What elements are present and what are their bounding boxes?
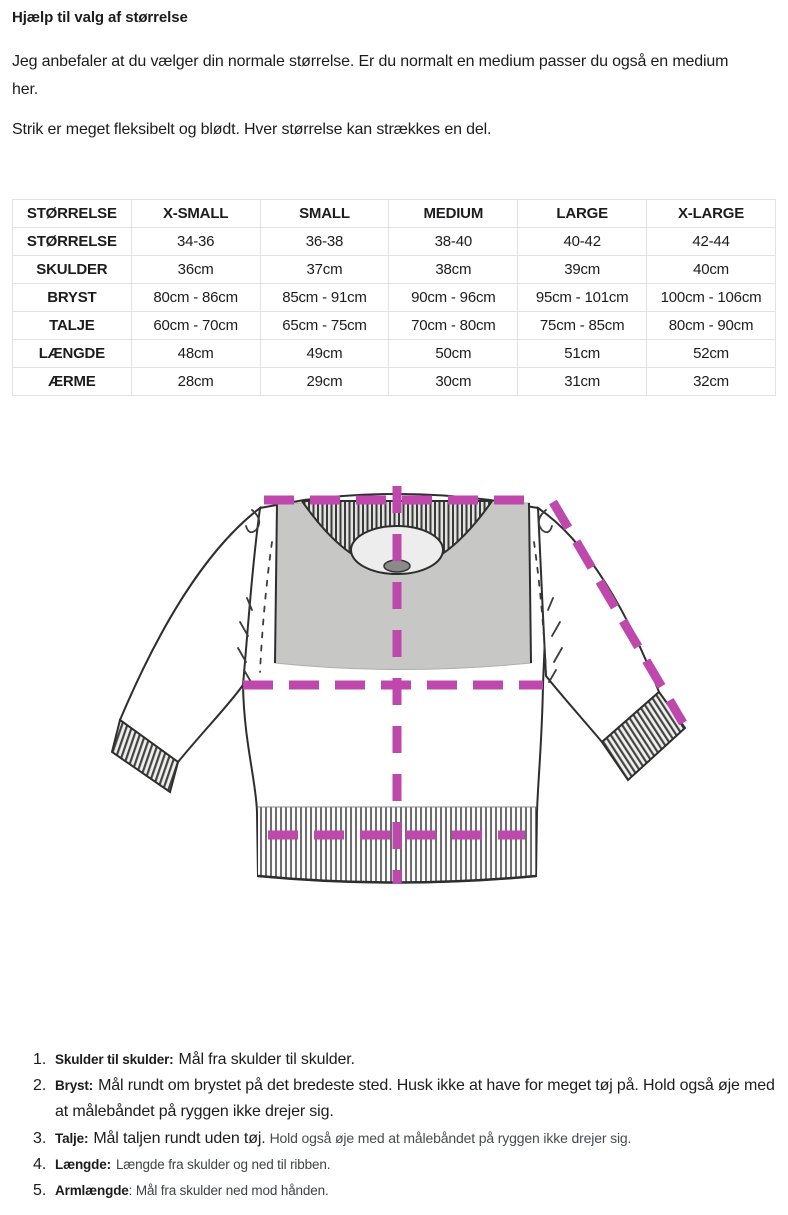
list-number: 2.: [33, 1077, 47, 1094]
table-cell: 80cm - 86cm: [130, 283, 261, 312]
instruction-label: Armlængde: [55, 1183, 129, 1198]
table-cell: 37cm: [259, 255, 390, 284]
table-cell: 95cm - 101cm: [517, 283, 648, 312]
left-cuff-ribbing: [110, 718, 180, 794]
table-cell: 40-42: [517, 227, 648, 256]
sweater-sketch: [110, 486, 687, 884]
table-cell: 85cm - 91cm: [259, 283, 390, 312]
table-cell: 50cm: [388, 339, 519, 368]
row-label: BRYST: [12, 283, 132, 312]
sweater-measurement-diagram: [110, 480, 690, 890]
table-cell: 36cm: [130, 255, 261, 284]
column-header: LARGE: [517, 199, 648, 228]
table-row: STØRRELSE 34-36 36-38 38-40 40-42 42-44: [12, 227, 776, 256]
table-cell: 48cm: [130, 339, 261, 368]
instruction-label: Talje:: [55, 1131, 89, 1146]
column-header: SMALL: [259, 199, 390, 228]
list-item: 4. Længde: Længde fra skulder og ned til …: [33, 1152, 776, 1178]
row-label: STØRRELSE: [12, 227, 132, 256]
size-table: STØRRELSE X-SMALL SMALL MEDIUM LARGE X-L…: [12, 199, 776, 396]
instruction-text: Mål taljen rundt uden tøj.: [93, 1130, 266, 1147]
table-row: LÆNGDE 48cm 49cm 50cm 51cm 52cm: [12, 339, 776, 368]
list-item: 5. Armlængde: Mål fra skulder ned mod hå…: [33, 1178, 776, 1204]
table-cell: 60cm - 70cm: [130, 311, 261, 340]
table-cell: 100cm - 106cm: [646, 283, 776, 312]
table-cell: 28cm: [130, 367, 261, 396]
instruction-text: Mål rundt om brystet på det bredeste ste…: [55, 1077, 775, 1120]
instruction-text: Længde fra skulder og ned til ribben.: [115, 1157, 331, 1172]
table-cell: 80cm - 90cm: [646, 311, 776, 340]
instruction-text: Mål fra skulder til skulder.: [178, 1051, 355, 1068]
list-number: 1.: [33, 1051, 47, 1068]
sleeve-measure-line: [549, 499, 687, 726]
list-number: 3.: [33, 1130, 47, 1147]
list-number: 5.: [33, 1182, 47, 1199]
neck-opening-shadow: [383, 559, 411, 573]
instruction-label: Skulder til skulder:: [55, 1052, 174, 1067]
column-header: STØRRELSE: [12, 199, 132, 228]
table-cell: 34-36: [130, 227, 261, 256]
instruction-label: Længde:: [55, 1157, 111, 1172]
measurement-lines: [243, 486, 687, 884]
table-row: SKULDER 36cm 37cm 38cm 39cm 40cm: [12, 255, 776, 284]
table-row: BRYST 80cm - 86cm 85cm - 91cm 90cm - 96c…: [12, 283, 776, 312]
table-row: ÆRME 28cm 29cm 30cm 31cm 32cm: [12, 367, 776, 396]
intro-paragraph-1: Jeg anbefaler at du vælger din normale s…: [12, 53, 729, 98]
table-cell: 30cm: [388, 367, 519, 396]
table-cell: 42-44: [646, 227, 776, 256]
table-row: TALJE 60cm - 70cm 65cm - 75cm 70cm - 80c…: [12, 311, 776, 340]
yoke-side-seams: [274, 502, 532, 664]
list-item: 1. Skulder til skulder: Mål fra skulder t…: [33, 1047, 776, 1073]
instruction-note: Hold også øje med at målebåndet på rygge…: [269, 1130, 632, 1146]
table-cell: 29cm: [259, 367, 390, 396]
gather-stitches: [237, 509, 563, 683]
table-cell: 75cm - 85cm: [517, 311, 648, 340]
list-number: 4.: [33, 1156, 47, 1173]
table-cell: 38-40: [388, 227, 519, 256]
instruction-label: Bryst:: [55, 1078, 94, 1093]
instruction-text: : Mål fra skulder ned mod hånden.: [128, 1183, 329, 1198]
table-cell: 40cm: [646, 255, 776, 284]
column-header: X-LARGE: [646, 199, 776, 228]
row-label: SKULDER: [12, 255, 132, 284]
list-item: 3. Talje: Mål taljen rundt uden tøj. Hold …: [33, 1125, 776, 1152]
size-table-header-row: STØRRELSE X-SMALL SMALL MEDIUM LARGE X-L…: [12, 199, 776, 228]
column-header: MEDIUM: [388, 199, 519, 228]
list-item: 2. Bryst: Mål rundt om brystet på det bre…: [33, 1073, 776, 1125]
row-label: TALJE: [12, 311, 132, 340]
row-label: ÆRME: [12, 367, 132, 396]
table-cell: 38cm: [388, 255, 519, 284]
table-cell: 39cm: [517, 255, 648, 284]
table-cell: 31cm: [517, 367, 648, 396]
table-cell: 70cm - 80cm: [388, 311, 519, 340]
sweater-right-sleeve: [536, 506, 661, 744]
table-cell: 49cm: [259, 339, 390, 368]
table-cell: 90cm - 96cm: [388, 283, 519, 312]
table-cell: 36-38: [259, 227, 390, 256]
column-header: X-SMALL: [130, 199, 261, 228]
table-cell: 52cm: [646, 339, 776, 368]
row-label: LÆNGDE: [12, 339, 132, 368]
intro-paragraph-2: Strik er meget fleksibelt og blødt. Hver…: [12, 121, 492, 138]
page-title: Hjælp til valg af størrelse: [12, 9, 188, 26]
sweater-left-sleeve: [118, 505, 262, 764]
measurement-instructions-list: 1. Skulder til skulder: Mål fra skulder t…: [12, 1047, 776, 1212]
table-cell: 32cm: [646, 367, 776, 396]
table-cell: 65cm - 75cm: [259, 311, 390, 340]
table-cell: 51cm: [517, 339, 648, 368]
